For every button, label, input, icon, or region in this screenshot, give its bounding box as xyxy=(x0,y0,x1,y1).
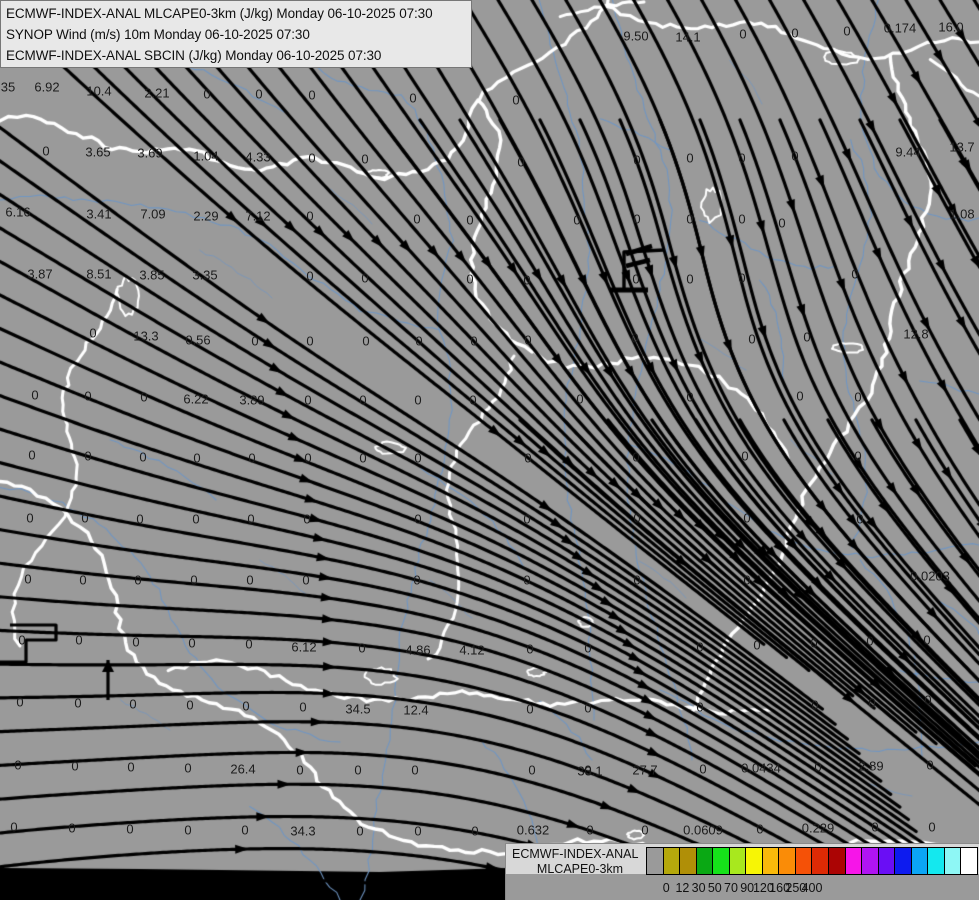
colorbar-units-backing xyxy=(506,874,640,900)
colorbar-swatch-6 xyxy=(746,848,763,874)
colorbar-swatch-0 xyxy=(647,848,664,874)
colorbar-title-line2: MLCAPE0-3km xyxy=(536,862,624,876)
colorbar-tick-70: 70 xyxy=(724,881,738,895)
colorbar-tick-12: 12 xyxy=(675,881,690,895)
colorbar-title-line1: ECMWF-INDEX-ANAL xyxy=(512,847,639,861)
colorbar-swatch-12 xyxy=(845,848,863,874)
title-line-sbcin: ECMWF-INDEX-ANAL SBCIN (J/kg) Monday 06-… xyxy=(6,48,382,63)
colorbar-swatch-9 xyxy=(795,848,813,874)
colorbar-swatch-8 xyxy=(779,848,796,874)
colorbar-swatch-11 xyxy=(829,848,846,874)
colorbar-scale-block: 0 12 30 50 70 90 120 160 250 400 xyxy=(640,844,979,900)
colorbar-swatch-13 xyxy=(862,848,879,874)
colorbar-tick-0: 0 xyxy=(662,881,670,895)
colorbar-swatch-16 xyxy=(911,848,929,874)
colorbar-swatch-3 xyxy=(696,848,714,874)
colorbar-legend: ECMWF-INDEX-ANAL MLCAPE0-3km J/kg 012305… xyxy=(505,843,979,900)
colorbar-tick-120: 120 xyxy=(752,881,774,895)
colorbar-tick-250: 250 xyxy=(785,881,807,895)
title-line-mlcape: ECMWF-INDEX-ANAL MLCAPE0-3km (J/kg) Mond… xyxy=(6,6,433,21)
colorbar-swatch-19 xyxy=(961,848,977,874)
colorbar-backing-strip xyxy=(640,874,979,900)
title-line-synop-wind: SYNOP Wind (m/s) 10m Monday 06-10-2025 0… xyxy=(6,27,310,42)
colorbar-swatch-18 xyxy=(944,848,962,874)
colorbar-swatch-17 xyxy=(928,848,945,874)
colorbar-tick-160: 160 xyxy=(769,881,791,895)
colorbar-swatch-5 xyxy=(729,848,747,874)
colorbar-swatches xyxy=(646,847,978,875)
title-box: ECMWF-INDEX-ANAL MLCAPE0-3km (J/kg) Mond… xyxy=(0,0,472,68)
colorbar-swatch-14 xyxy=(878,848,896,874)
colorbar-swatch-7 xyxy=(762,848,780,874)
colorbar-tick-400: 400 xyxy=(801,881,823,895)
colorbar-tick-30: 30 xyxy=(691,881,706,895)
colorbar-ticks: 0 12 30 50 70 90 120 160 250 400 xyxy=(646,874,978,898)
colorbar-swatch-1 xyxy=(663,848,681,874)
colorbar-swatch-15 xyxy=(895,848,912,874)
colorbar-tick-50: 50 xyxy=(707,881,722,895)
colorbar-tick-90: 90 xyxy=(740,881,755,895)
colorbar-swatch-10 xyxy=(812,848,830,874)
colorbar-swatch-4 xyxy=(713,848,730,874)
colorbar-swatch-2 xyxy=(680,848,697,874)
